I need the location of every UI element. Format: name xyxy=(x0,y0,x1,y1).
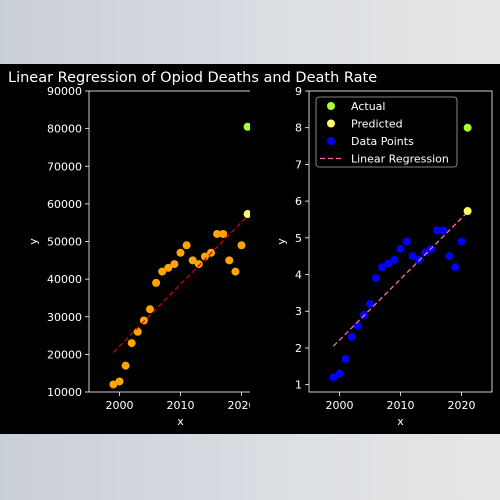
data-point xyxy=(115,377,124,386)
data-point xyxy=(378,263,387,272)
data-point xyxy=(152,278,161,287)
data-point xyxy=(414,255,423,264)
x-tick-label: 2010 xyxy=(387,399,415,412)
y-tick-label: 30000 xyxy=(47,311,82,324)
regression-line xyxy=(332,211,469,347)
x-tick-label: 2000 xyxy=(326,399,354,412)
data-point xyxy=(164,263,173,272)
chart-deaths: 10000 20000 30000 40000 50000 60000 70000 80000… xyxy=(27,85,251,428)
y-tick-label: 3 xyxy=(295,305,302,318)
x-tick-label: 2000 xyxy=(106,399,134,412)
y-tick-label: 80000 xyxy=(47,123,82,136)
y-tick-label: 90000 xyxy=(47,85,82,98)
y-axis-label: y xyxy=(27,238,40,245)
data-point xyxy=(243,210,250,219)
y-tick-label: 40000 xyxy=(47,273,82,286)
y-tick-label: 1 xyxy=(295,379,302,392)
data-point xyxy=(200,252,209,261)
y-tick-label: 9 xyxy=(295,85,302,98)
x-tick-label: 2020 xyxy=(448,399,476,412)
y-tick-label: 8 xyxy=(295,122,302,135)
data-point xyxy=(170,260,179,269)
data-point xyxy=(335,369,344,378)
data-point xyxy=(176,248,185,257)
data-point xyxy=(353,321,362,330)
data-point xyxy=(237,241,246,250)
data-point xyxy=(451,263,460,272)
x-axis-label: x xyxy=(397,415,404,428)
chart-death-rate: 1 2 3 4 5 6 7 8 9 2000 2010 2020 x y Actual Predicted Da… xyxy=(275,85,493,428)
data-point xyxy=(139,316,148,325)
data-point xyxy=(219,229,228,238)
x-axis-label: x xyxy=(177,415,184,428)
data-point xyxy=(182,241,191,250)
data-point xyxy=(243,122,250,131)
data-point xyxy=(329,373,338,382)
legend-box xyxy=(315,96,458,168)
regression-line xyxy=(112,215,249,353)
y-axis-label: y xyxy=(275,238,288,245)
data-point xyxy=(133,327,142,336)
figure-title: Linear Regression of Opiod Deaths and De… xyxy=(8,70,378,86)
data-point xyxy=(213,229,222,238)
data-point xyxy=(366,299,374,308)
y-tick-label: 70000 xyxy=(47,160,82,173)
data-point xyxy=(127,339,136,348)
data-point xyxy=(347,332,356,341)
data-point xyxy=(408,252,417,261)
x-tick-label: 2020 xyxy=(228,399,251,412)
legend-marker xyxy=(327,102,335,110)
data-point xyxy=(390,255,399,264)
data-point xyxy=(372,274,381,283)
data-point xyxy=(188,256,197,265)
data-point xyxy=(158,267,167,276)
y-tick-label: 50000 xyxy=(47,236,82,249)
data-point xyxy=(121,361,130,370)
y-tick-label: 60000 xyxy=(47,198,82,211)
y-tick-label: 20000 xyxy=(47,348,82,361)
y-tick-label: 10000 xyxy=(47,386,82,399)
data-point xyxy=(457,237,466,246)
legend-label: Linear Regression xyxy=(351,153,449,166)
data-point xyxy=(445,252,454,261)
data-point xyxy=(402,237,411,246)
data-point xyxy=(194,260,203,269)
data-point xyxy=(463,123,472,132)
axes-frame xyxy=(88,90,250,393)
data-point xyxy=(384,259,393,268)
data-point xyxy=(109,380,118,389)
data-point xyxy=(231,267,240,276)
y-tick-label: 6 xyxy=(295,195,302,208)
data-point xyxy=(420,248,429,257)
data-point xyxy=(146,305,154,314)
x-tick-label: 2010 xyxy=(167,399,195,412)
data-point xyxy=(225,256,234,265)
y-tick-label: 2 xyxy=(295,342,302,355)
data-point xyxy=(433,226,442,235)
y-tick-label: 4 xyxy=(295,269,302,282)
legend-marker xyxy=(327,119,335,128)
legend-label: Actual xyxy=(351,100,385,113)
y-tick-label: 5 xyxy=(295,232,302,245)
legend-marker xyxy=(327,137,335,145)
data-point xyxy=(396,244,405,253)
y-tick-label: 7 xyxy=(295,158,302,171)
figure: Linear Regression of Opiod Deaths and De… xyxy=(0,64,500,434)
data-point xyxy=(439,226,448,235)
data-point xyxy=(463,207,472,216)
legend-label: Data Points xyxy=(351,135,414,148)
data-point xyxy=(341,354,350,363)
legend-label: Predicted xyxy=(351,118,403,131)
